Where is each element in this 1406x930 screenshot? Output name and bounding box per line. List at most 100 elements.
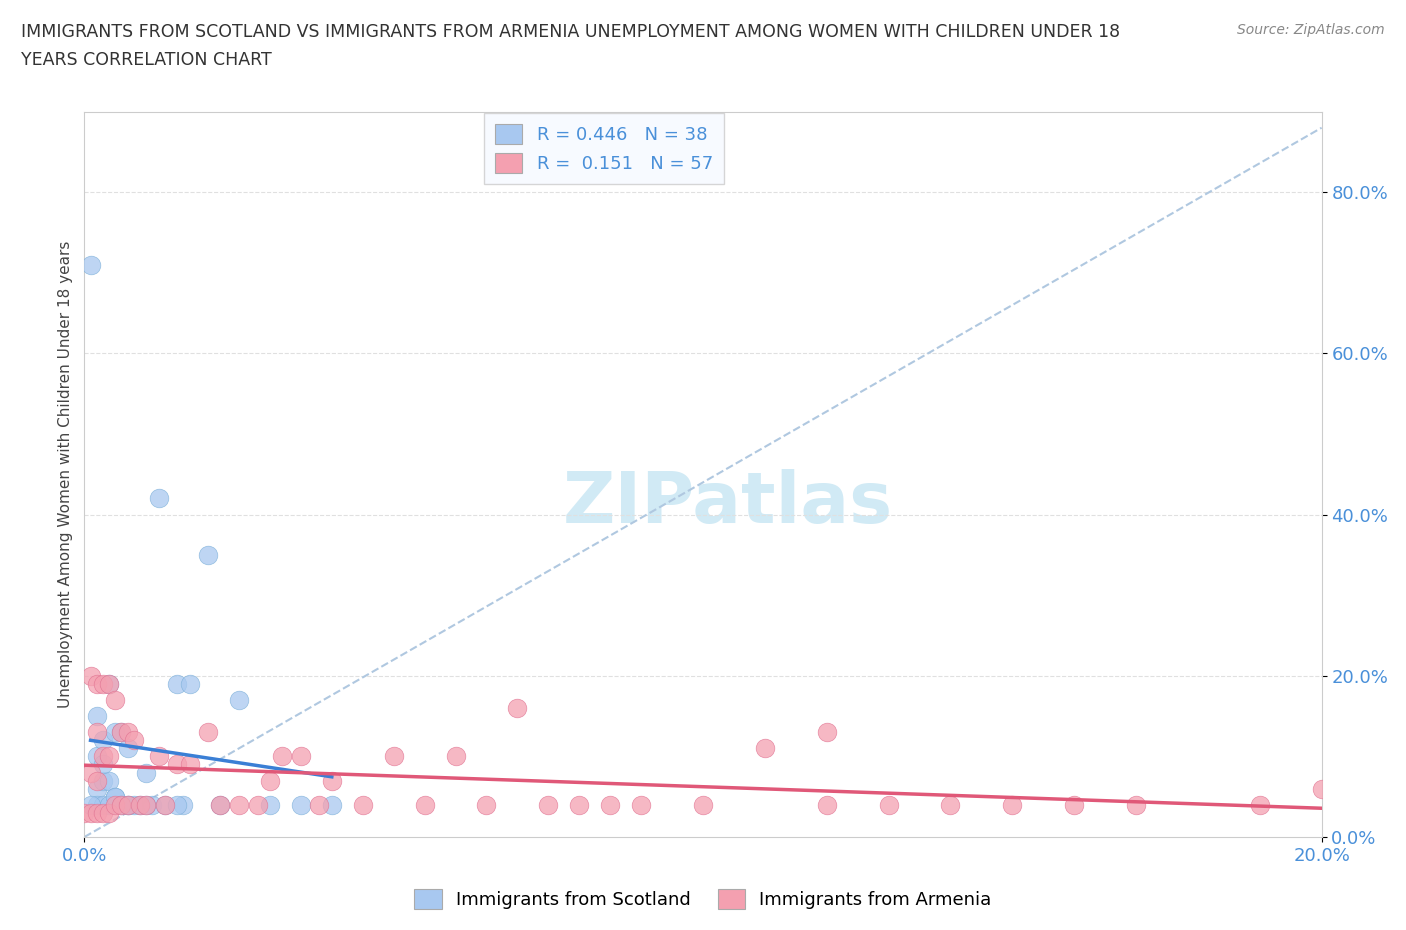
Point (939, 797, 962, 812)
Point (91, 757, 114, 772)
Point (86, 773, 108, 788)
Point (179, 676, 201, 691)
Point (91, 805, 114, 820)
Point (228, 693, 250, 708)
Point (197, 548, 219, 563)
Point (117, 724, 139, 739)
Point (815, 724, 838, 739)
Text: YEARS CORRELATION CHART: YEARS CORRELATION CHART (21, 51, 271, 69)
Point (91, 749, 114, 764)
Point (86, 781, 108, 796)
Legend: R = 0.446   N = 38, R =  0.151   N = 57: R = 0.446 N = 38, R = 0.151 N = 57 (484, 113, 724, 184)
Point (73, 805, 96, 820)
Point (1001, 797, 1024, 812)
Point (117, 797, 139, 812)
Point (290, 797, 312, 812)
Point (321, 773, 343, 788)
Point (209, 797, 232, 812)
Point (271, 749, 294, 764)
Point (630, 797, 652, 812)
Point (104, 790, 127, 804)
Point (537, 797, 560, 812)
Point (86, 709, 108, 724)
Point (129, 797, 152, 812)
Point (1310, 781, 1333, 796)
Point (172, 797, 194, 812)
Point (209, 797, 232, 812)
Point (110, 724, 132, 739)
Point (86, 676, 108, 691)
Text: Source: ZipAtlas.com: Source: ZipAtlas.com (1237, 23, 1385, 37)
Point (692, 797, 714, 812)
Point (166, 797, 188, 812)
Point (79, 805, 101, 820)
Y-axis label: Unemployment Among Women with Children Under 18 years: Unemployment Among Women with Children U… (58, 241, 73, 708)
Point (98, 676, 121, 691)
Point (122, 733, 145, 748)
Point (1249, 797, 1271, 812)
Point (599, 797, 621, 812)
Point (228, 797, 250, 812)
Point (382, 749, 405, 764)
Point (148, 749, 170, 764)
Point (135, 797, 157, 812)
Point (104, 797, 127, 812)
Point (568, 797, 591, 812)
Point (117, 741, 139, 756)
Point (1063, 797, 1085, 812)
Point (91, 797, 114, 812)
Point (104, 724, 127, 739)
Point (148, 491, 170, 506)
Point (141, 797, 163, 812)
Point (135, 797, 157, 812)
Point (117, 797, 139, 812)
Point (98, 773, 121, 788)
Point (444, 749, 467, 764)
Point (79, 765, 101, 780)
Point (352, 797, 374, 812)
Text: ZIPatlas: ZIPatlas (562, 469, 893, 538)
Point (259, 797, 281, 812)
Point (135, 765, 157, 780)
Point (129, 797, 152, 812)
Point (506, 700, 529, 715)
Point (98, 749, 121, 764)
Point (754, 741, 776, 756)
Point (179, 757, 201, 772)
Point (110, 724, 132, 739)
Point (104, 693, 127, 708)
Point (290, 749, 312, 764)
Point (259, 773, 281, 788)
Point (98, 797, 121, 812)
Point (246, 797, 269, 812)
Point (117, 797, 139, 812)
Point (91, 733, 114, 748)
Point (79, 258, 101, 272)
Point (166, 676, 188, 691)
Point (86, 724, 108, 739)
Point (1125, 797, 1147, 812)
Point (110, 797, 132, 812)
Point (98, 805, 121, 820)
Point (321, 797, 343, 812)
Point (166, 757, 188, 772)
Point (877, 797, 900, 812)
Point (815, 797, 838, 812)
Point (153, 797, 176, 812)
Point (153, 797, 176, 812)
Point (86, 797, 108, 812)
Point (86, 749, 108, 764)
Legend: Immigrants from Scotland, Immigrants from Armenia: Immigrants from Scotland, Immigrants fro… (408, 882, 998, 916)
Point (197, 724, 219, 739)
Text: IMMIGRANTS FROM SCOTLAND VS IMMIGRANTS FROM ARMENIA UNEMPLOYMENT AMONG WOMEN WIT: IMMIGRANTS FROM SCOTLAND VS IMMIGRANTS F… (21, 23, 1121, 41)
Point (79, 797, 101, 812)
Point (98, 676, 121, 691)
Point (413, 797, 436, 812)
Point (110, 797, 132, 812)
Point (104, 790, 127, 804)
Point (91, 773, 114, 788)
Point (79, 669, 101, 684)
Point (86, 805, 108, 820)
Point (91, 676, 114, 691)
Point (122, 797, 145, 812)
